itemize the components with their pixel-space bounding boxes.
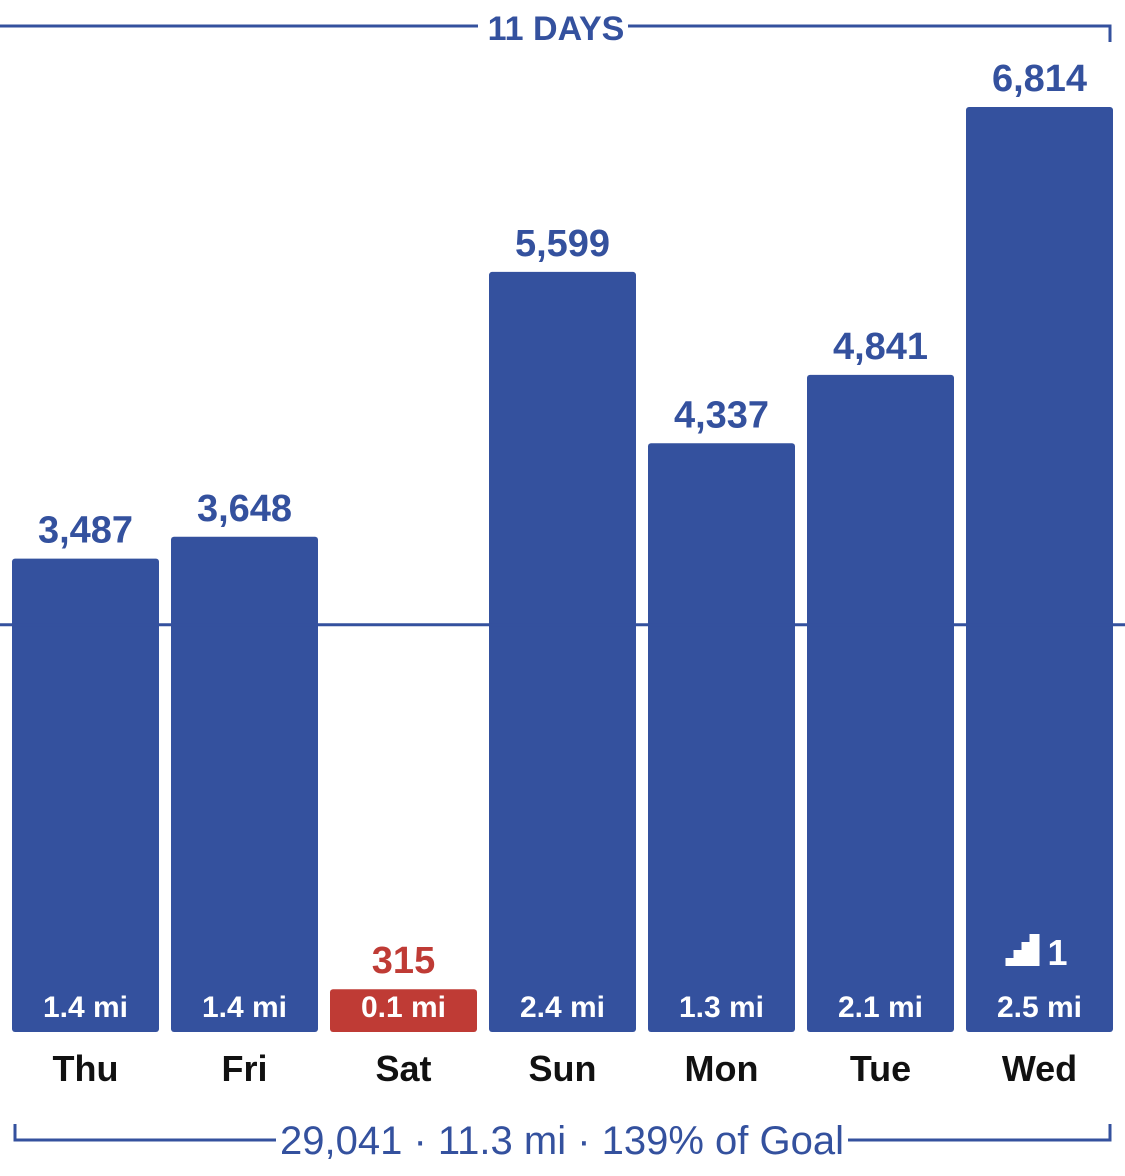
distance-label-sat: 0.1 mi <box>361 991 446 1024</box>
value-label-wed: 6,814 <box>992 58 1087 100</box>
value-label-sat: 315 <box>372 940 435 982</box>
bar-mon <box>648 443 795 1032</box>
header-bracket-right <box>628 24 1112 42</box>
flights-count: 1 <box>1048 932 1068 973</box>
header-label: 11 DAYS <box>488 10 625 48</box>
bar-thu <box>12 558 159 1032</box>
footer-bracket-left <box>13 1124 276 1142</box>
bar-wed <box>966 107 1113 1032</box>
stairs-icon <box>1005 934 1040 966</box>
distance-label-thu: 1.4 mi <box>43 991 128 1024</box>
bars-group <box>12 107 1113 1032</box>
day-label-fri: Fri <box>221 1048 267 1089</box>
footer-summary: 29,041 · 11.3 mi · 139% of Goal <box>280 1119 844 1163</box>
day-label-thu: Thu <box>53 1048 119 1089</box>
bar-sun <box>489 271 636 1032</box>
value-label-thu: 3,487 <box>38 510 133 552</box>
day-label-sun: Sun <box>529 1048 597 1089</box>
value-label-fri: 3,648 <box>197 488 292 530</box>
day-label-wed: Wed <box>1002 1048 1077 1089</box>
day-label-mon: Mon <box>685 1048 759 1089</box>
day-label-sat: Sat <box>375 1048 431 1089</box>
bar-sat <box>330 989 477 1032</box>
day-label-tue: Tue <box>850 1048 911 1089</box>
value-label-tue: 4,841 <box>833 326 928 368</box>
distance-label-tue: 2.1 mi <box>838 991 923 1024</box>
distance-label-mon: 1.3 mi <box>679 991 764 1024</box>
bar-tue <box>807 374 954 1032</box>
distance-label-fri: 1.4 mi <box>202 991 287 1024</box>
bar-fri <box>171 536 318 1032</box>
distance-label-sun: 2.4 mi <box>520 991 605 1024</box>
labels-group: 3,487 1.4 mi Thu 3,648 1.4 mi Fri 315 0.1 mi Sat… <box>38 58 1087 1089</box>
footer-bracket-right <box>848 1124 1112 1142</box>
distance-label-wed: 2.5 mi <box>997 991 1082 1024</box>
value-label-mon: 4,337 <box>674 394 769 436</box>
value-label-sun: 5,599 <box>515 223 610 265</box>
